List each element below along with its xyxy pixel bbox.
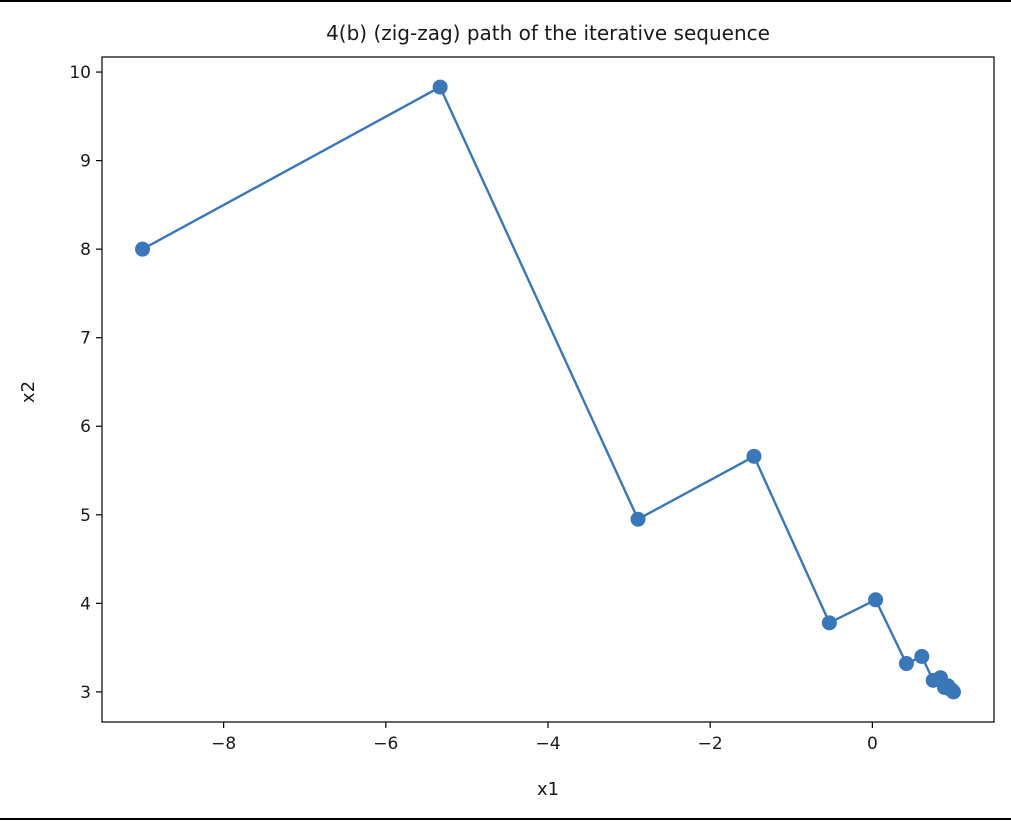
y-axis-label: x2 (18, 381, 39, 403)
y-tick-label: 5 (80, 506, 91, 526)
axes-frame (101, 56, 995, 723)
chart-title: 4(b) (zig-zag) path of the iterative seq… (326, 21, 770, 45)
data-point (914, 648, 930, 664)
y-tick-label: 10 (69, 63, 91, 83)
data-point (945, 684, 961, 700)
y-tick-label: 6 (80, 417, 91, 437)
data-point (898, 656, 914, 672)
y-tick-label: 3 (80, 683, 91, 703)
x-axis: −8 −6 −4 −2 0 (211, 722, 878, 754)
data-point (432, 79, 448, 95)
data-point (821, 615, 837, 631)
x-tick-label: −2 (698, 734, 723, 754)
y-tick-label: 7 (80, 329, 91, 349)
y-tick-label: 9 (80, 152, 91, 172)
y-tick-label: 4 (80, 594, 91, 614)
data-point (630, 511, 646, 527)
y-axis: 3 4 5 6 7 8 9 10 (69, 63, 102, 703)
data-point (868, 592, 884, 608)
x-tick-label: −4 (535, 734, 560, 754)
y-tick-label: 8 (80, 240, 91, 260)
plot-area (101, 56, 995, 723)
data-point (746, 448, 762, 464)
series-line (141, 85, 955, 693)
series-layer (135, 79, 961, 700)
x-tick-label: 0 (867, 734, 878, 754)
data-point (135, 241, 151, 257)
x-axis-label: x1 (537, 779, 559, 800)
x-tick-label: −6 (373, 734, 398, 754)
x-tick-label: −8 (211, 734, 236, 754)
